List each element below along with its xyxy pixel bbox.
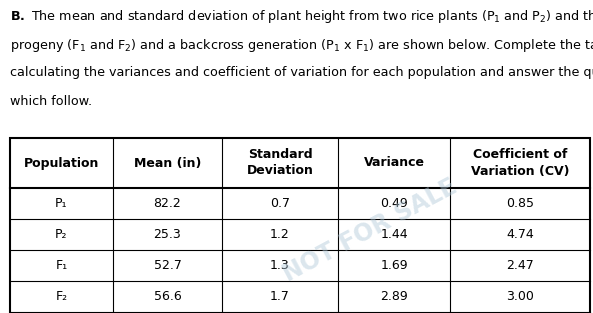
Text: 82.2: 82.2 — [154, 197, 181, 210]
Text: 0.85: 0.85 — [506, 197, 534, 210]
Text: 1.2: 1.2 — [270, 228, 290, 241]
Text: 1.69: 1.69 — [380, 259, 408, 272]
Text: P₁: P₁ — [55, 197, 68, 210]
Text: 3.00: 3.00 — [506, 290, 534, 303]
Text: P₂: P₂ — [55, 228, 68, 241]
Text: 52.7: 52.7 — [154, 259, 181, 272]
Text: Mean (in): Mean (in) — [134, 156, 201, 170]
Bar — [10, 138, 590, 313]
Text: Coefficient of
Variation (CV): Coefficient of Variation (CV) — [471, 148, 569, 177]
Text: Variance: Variance — [364, 156, 425, 170]
Text: $\mathbf{B.}$ The mean and standard deviation of plant height from two rice plan: $\mathbf{B.}$ The mean and standard devi… — [10, 8, 593, 25]
Text: calculating the variances and coefficient of variation for each population and a: calculating the variances and coefficien… — [10, 66, 593, 79]
Text: 25.3: 25.3 — [154, 228, 181, 241]
Text: 1.3: 1.3 — [270, 259, 290, 272]
Text: 1.44: 1.44 — [380, 228, 408, 241]
Text: progeny (F$_1$ and F$_2$) and a backcross generation (P$_1$ x F$_1$) are shown b: progeny (F$_1$ and F$_2$) and a backcros… — [10, 37, 593, 54]
Text: 2.89: 2.89 — [380, 290, 408, 303]
Text: which follow.: which follow. — [10, 95, 92, 108]
Text: F₁: F₁ — [55, 259, 68, 272]
Text: 2.47: 2.47 — [506, 259, 534, 272]
Text: 0.49: 0.49 — [380, 197, 408, 210]
Text: 0.7: 0.7 — [270, 197, 290, 210]
Text: 56.6: 56.6 — [154, 290, 181, 303]
Text: 4.74: 4.74 — [506, 228, 534, 241]
Text: F₂: F₂ — [55, 290, 68, 303]
Text: NOT FOR SALE: NOT FOR SALE — [279, 174, 461, 286]
Text: 1.7: 1.7 — [270, 290, 290, 303]
Text: Population: Population — [24, 156, 99, 170]
Text: Standard
Deviation: Standard Deviation — [247, 148, 314, 177]
